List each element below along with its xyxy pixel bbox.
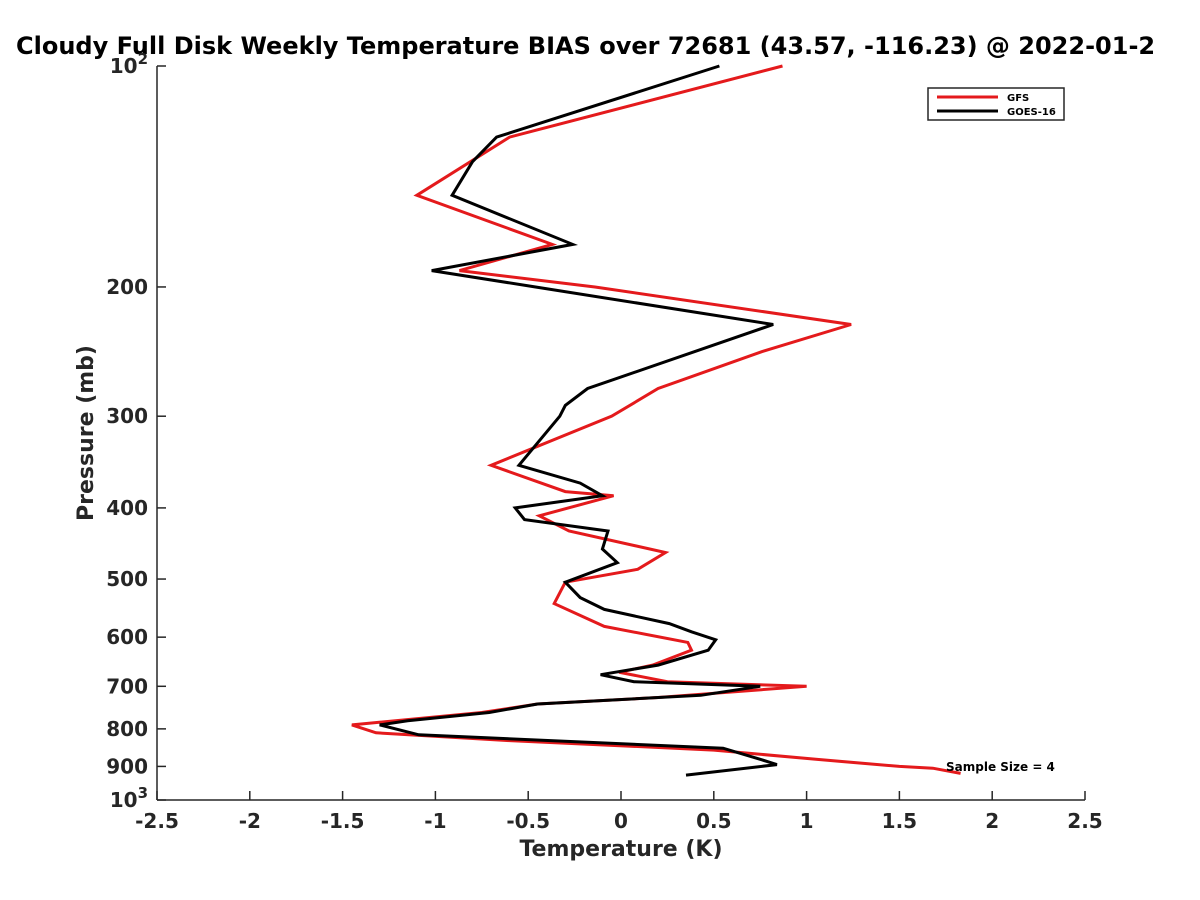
x-tick-label: -1.5 <box>321 809 365 833</box>
y-tick-label: 102 <box>110 50 148 78</box>
x-tick-label: -2 <box>239 809 261 833</box>
y-axis-title: Pressure (mb) <box>74 345 99 521</box>
series-line-goes-16 <box>379 64 778 777</box>
y-tick-label: 700 <box>106 674 148 698</box>
x-tick-label: 0 <box>614 809 628 833</box>
x-tick-label: 1.5 <box>882 809 917 833</box>
legend-box <box>927 87 1065 121</box>
y-tick-label: 200 <box>106 275 148 299</box>
y-tick-label: 600 <box>106 625 148 649</box>
x-tick-label: -1 <box>424 809 446 833</box>
x-tick-label: -2.5 <box>135 809 179 833</box>
x-axis-ticks: -2.5 -2 -1.5 -1 -0.5 0 0.5 1 1.5 2 2.5 <box>135 791 1103 833</box>
y-tick-label: 400 <box>106 496 148 520</box>
y-tick-label: 103 <box>110 784 148 812</box>
legend-label-gfs: GFS <box>1007 93 1029 104</box>
y-tick-label: 500 <box>106 567 148 591</box>
legend-label-goes-16: GOES-16 <box>1007 107 1056 118</box>
legend: GFS GOES-16 <box>927 87 1065 121</box>
x-tick-label: -0.5 <box>506 809 550 833</box>
x-axis-title: Temperature (K) <box>519 837 722 862</box>
plot-area: -2.5 -2 -1.5 -1 -0.5 0 0.5 1 1.5 2 2.5 102 200 300 40… <box>106 50 1102 833</box>
y-tick-label: 800 <box>106 717 148 741</box>
x-tick-label: 2.5 <box>1067 809 1102 833</box>
series-layer <box>351 64 961 777</box>
x-tick-label: 1 <box>800 809 814 833</box>
y-tick-label: 900 <box>106 754 148 778</box>
x-tick-label: 0.5 <box>696 809 731 833</box>
chart-title: Cloudy Full Disk Weekly Temperature BIAS… <box>16 32 1155 60</box>
y-tick-label: 300 <box>106 404 148 428</box>
sample-size-annotation: Sample Size = 4 <box>946 760 1055 774</box>
series-line-gfs <box>351 64 961 775</box>
y-axis-ticks: 102 200 300 400 500 600 700 800 900 103 <box>106 50 166 812</box>
x-tick-label: 2 <box>985 809 999 833</box>
